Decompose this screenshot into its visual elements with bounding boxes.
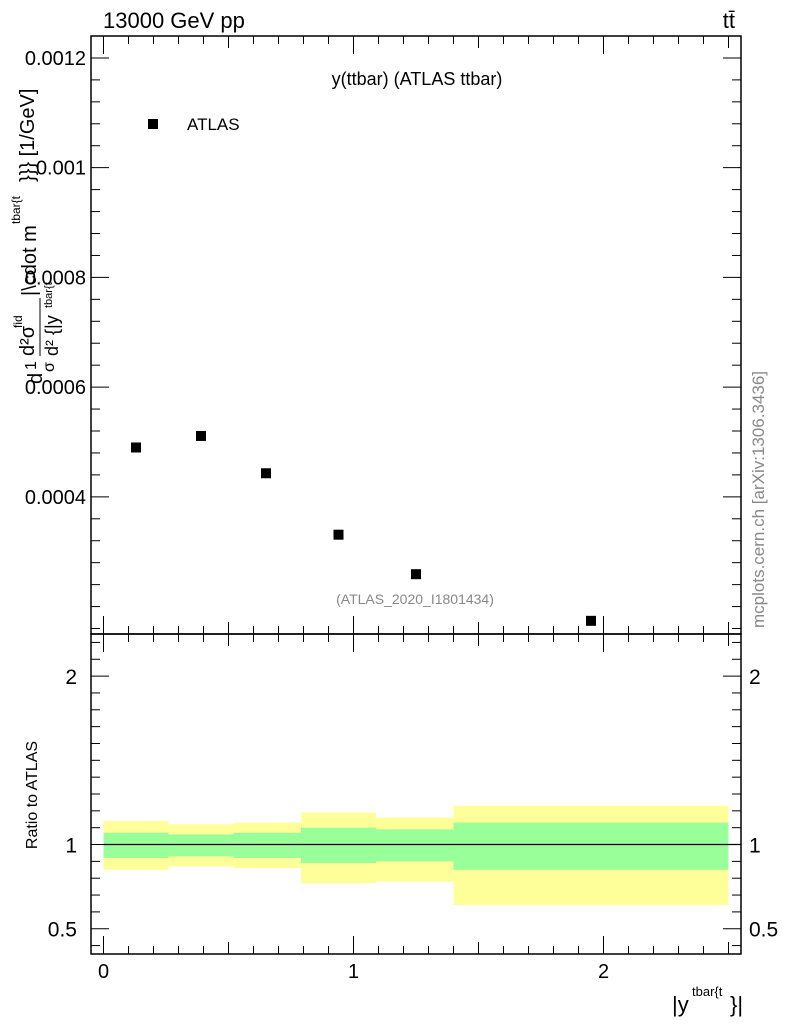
atlas-data-point [196,430,206,441]
ratio-y-axis-label: Ratio to ATLAS [24,741,41,849]
ratio-y-tick-label-left: 0.5 [48,919,77,942]
main-y-tick-label: 0.0006 [25,377,86,399]
atlas-data-point [586,615,596,626]
energy-label: 13000 GeV pp [103,8,245,33]
ylabel-numerator: 1 [23,361,40,370]
ratio-bands [103,805,729,906]
ratio-y-tick-label-left: 1 [65,835,77,858]
main-y-tick-label: 0.0004 [25,487,86,509]
atlas-data-point [131,442,141,453]
main-y-ticks: 0.0004 0.0006 0.0008 0.001 0.0012 [25,35,741,634]
ylabel-suffix: }}} [1/GeV] [17,89,39,182]
ylabel-mid: |\cdot m [19,225,41,296]
atlas-data-point [411,569,421,580]
main-plot: y(ttbar) (ATLAS ttbar) (ATLAS_2020_I1801… [25,35,742,635]
ratio-green-band [233,832,301,858]
ylabel-fid: fid [11,315,25,328]
main-title: y(ttbar) (ATLAS ttbar) [332,69,503,89]
ratio-green-band [453,822,729,870]
side-label: mcplots.cern.ch [arXiv:1306.3436] [749,371,768,628]
ylabel-tbar1: tbar{t [43,282,55,308]
xlabel-sup: tbar{t [692,984,723,999]
ylabel-num2: d²σ [17,325,39,356]
x-axis-label: |y tbar{t }| [672,984,743,1017]
main-y-tick-label: 0.0012 [25,48,86,70]
ylabel-tbar2: tbar{t [9,195,23,224]
main-y-axis-label: d 1 σ d²σ fid d² {|y tbar{t |\cdot m tba… [9,89,62,384]
ylabel-prefix: d [25,373,47,384]
ylabel-den2: d² {|y [42,315,62,356]
ratio-y-tick-label-right: 1 [749,835,761,858]
process-label: tt̄ [723,8,735,33]
ylabel-denominator: σ [41,362,58,372]
ratio-y-tick-label-left: 2 [65,666,77,689]
legend-label-atlas: ATLAS [187,115,240,134]
legend-marker-atlas [148,119,158,129]
ratio-x-tick-label: 1 [348,961,359,983]
xlabel-main: |y [672,992,689,1017]
main-y-tick-label: 0.001 [36,158,86,180]
atlas-data-point [333,529,344,540]
ratio-y-tick-label-right: 2 [749,666,761,689]
main-y-tick-label: 0.0008 [25,267,86,289]
ratio-green-band [301,827,376,864]
ratio-y-ticks: 0.5 0.5 1 1 2 2 [48,641,778,947]
main-points [131,430,596,626]
ratio-plot: 0.5 0.5 1 1 2 2 0 1 2 [48,633,778,983]
watermark: (ATLAS_2020_I1801434) [336,591,494,607]
ratio-green-band [168,834,234,857]
ratio-x-tick-label: 2 [598,961,609,983]
ratio-y-tick-label-right: 0.5 [749,919,778,942]
xlabel-tail: }| [730,992,743,1017]
ratio-x-tick-label: 0 [98,961,109,983]
ratio-green-band [103,832,169,858]
ratio-x-ticks: 0 1 2 [98,634,729,983]
ratio-green-band [376,829,454,862]
ratio-plot-frame [90,633,742,955]
atlas-data-point [261,468,271,479]
